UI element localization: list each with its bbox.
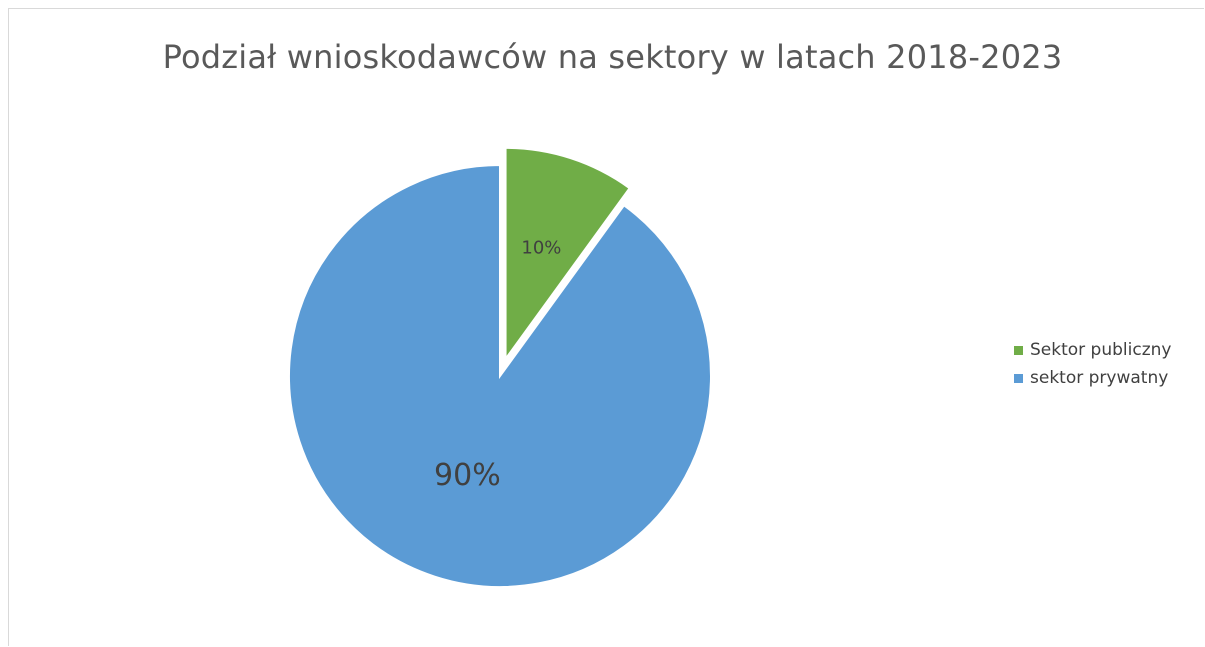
data-label-private: 90% bbox=[434, 458, 501, 493]
chart-title: Podział wnioskodawców na sektory w latac… bbox=[162, 38, 1063, 76]
legend-item-private: sektor prywatny bbox=[1014, 364, 1171, 392]
legend-item-public: Sektor publiczny bbox=[1014, 336, 1171, 364]
chart-area bbox=[8, 8, 1204, 646]
legend: Sektor publiczny sektor prywatny bbox=[1014, 336, 1171, 392]
pie-slice-private bbox=[288, 163, 712, 588]
legend-label-private: sektor prywatny bbox=[1030, 368, 1169, 388]
data-label-public: 10% bbox=[521, 238, 561, 259]
legend-swatch-private bbox=[1014, 373, 1023, 383]
legend-label-public: Sektor publiczny bbox=[1030, 340, 1172, 360]
pie-slice-public bbox=[504, 146, 631, 362]
legend-swatch-public bbox=[1014, 345, 1023, 355]
